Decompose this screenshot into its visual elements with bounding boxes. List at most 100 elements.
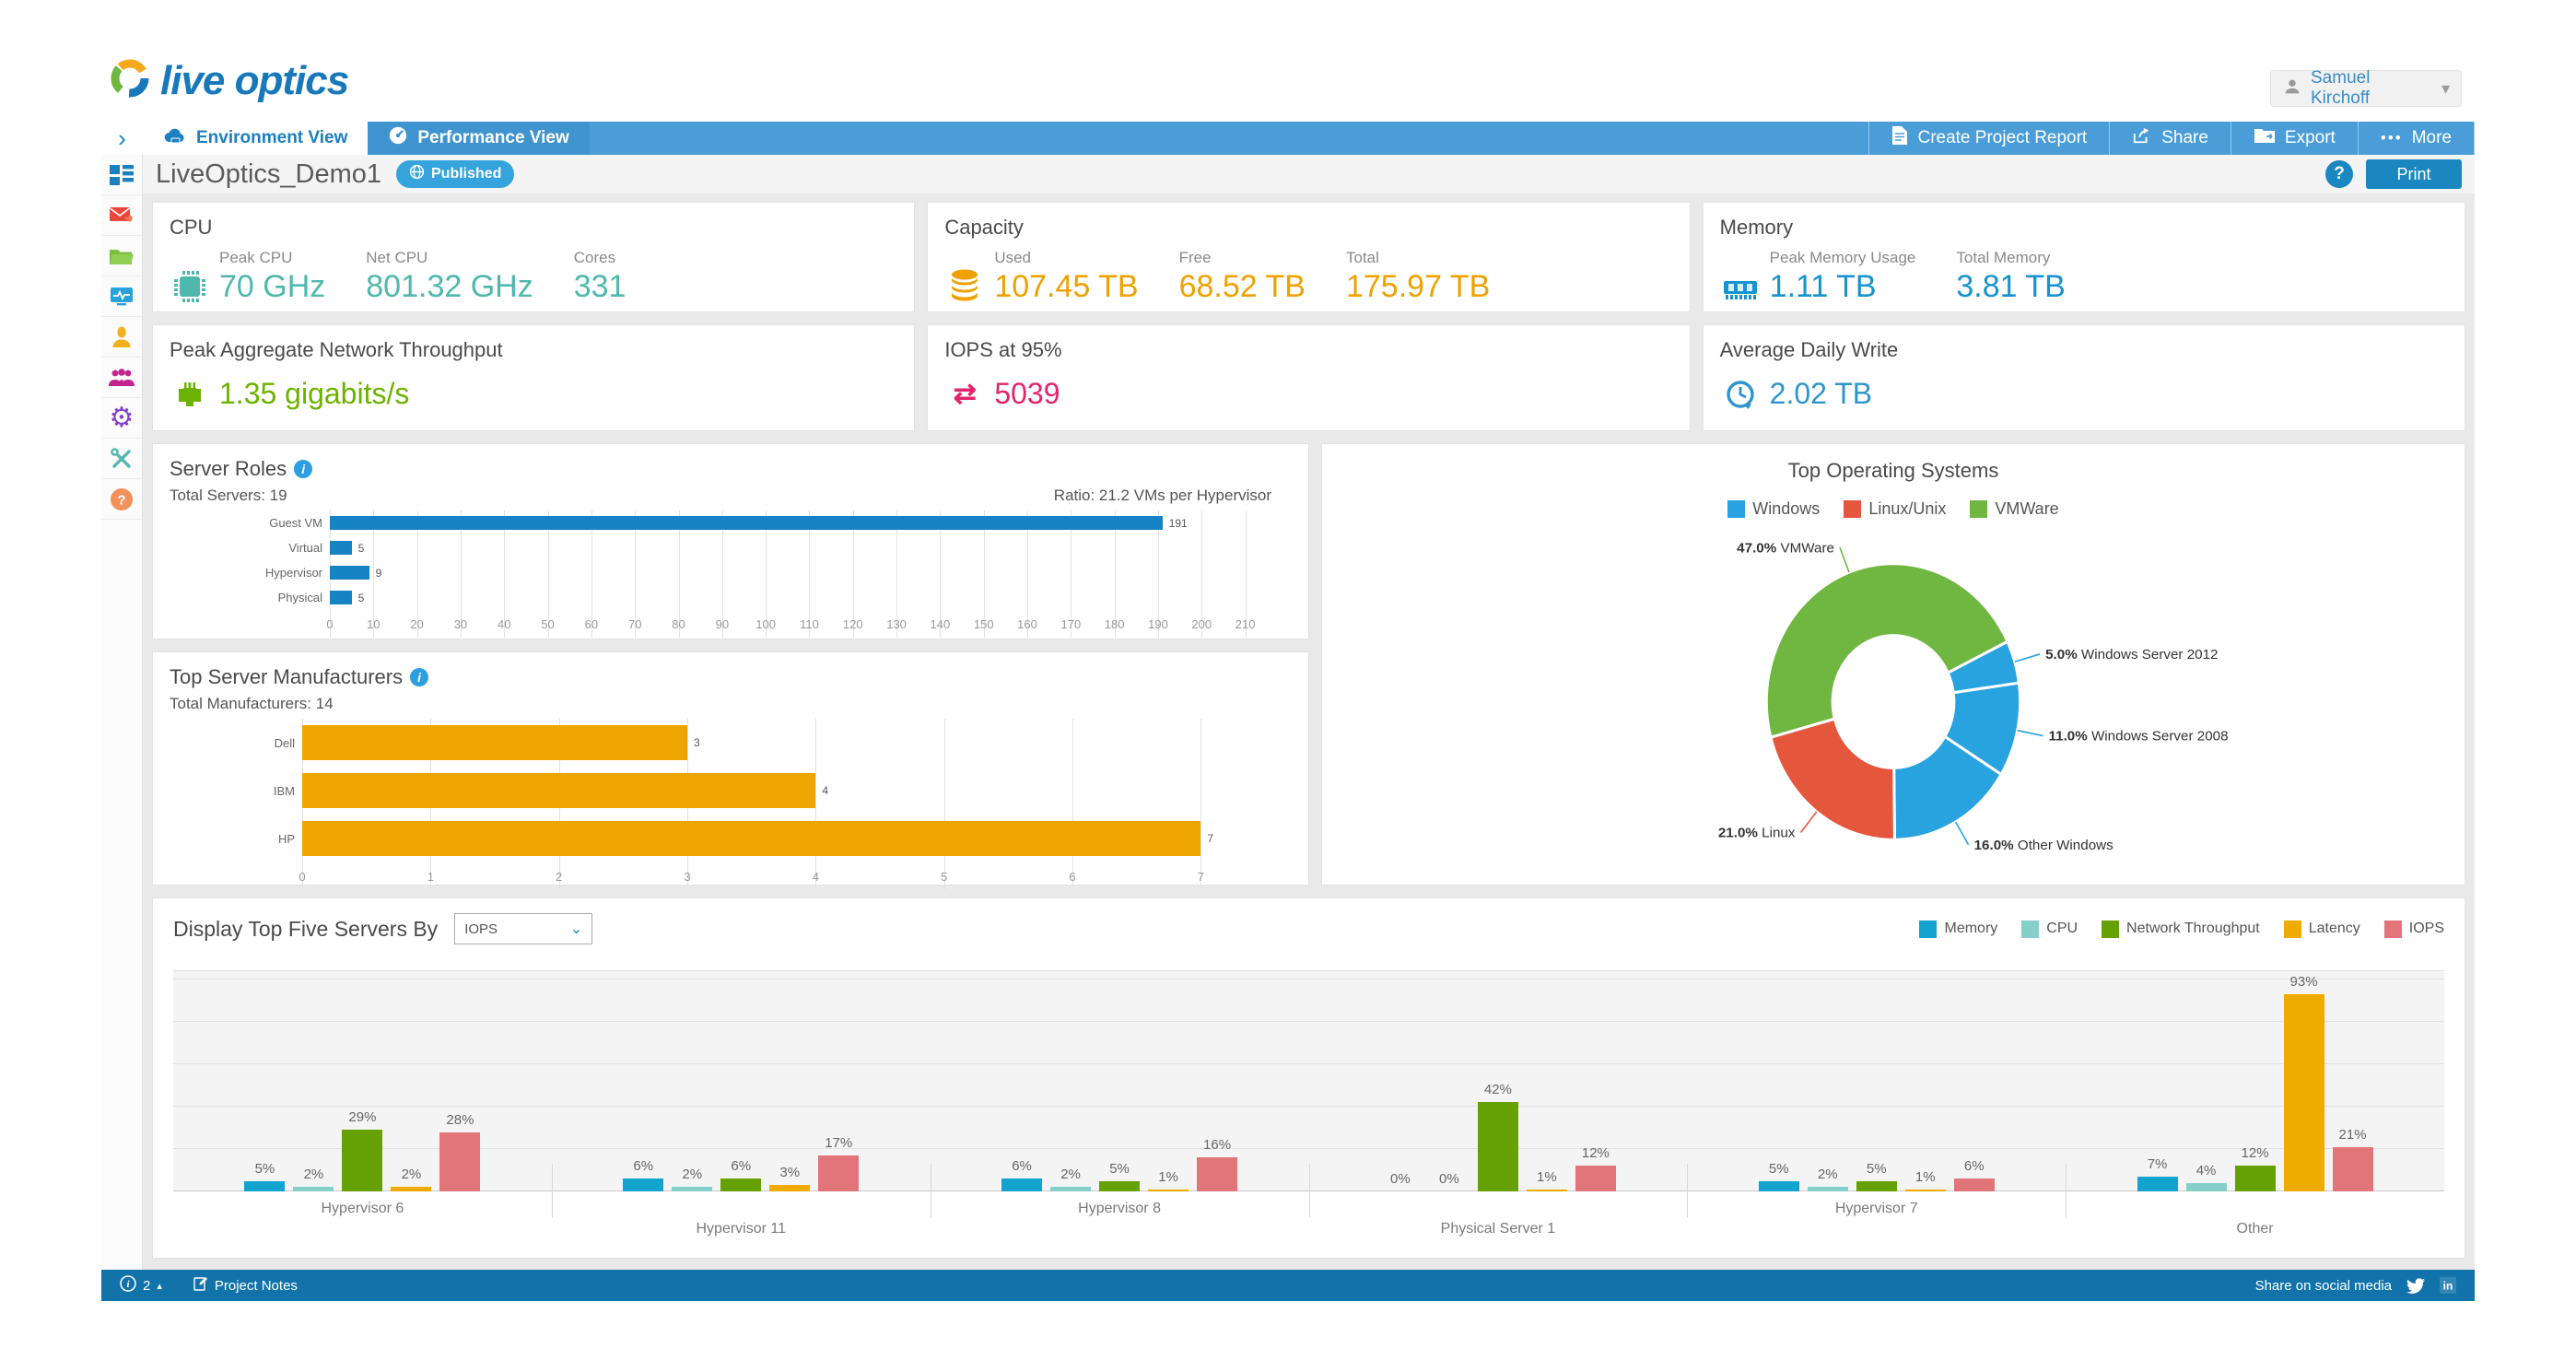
print-button[interactable]: Print <box>2366 159 2462 189</box>
x-axis-tick: 5 <box>941 870 948 884</box>
project-notes-label: Project Notes <box>214 1277 298 1294</box>
sidebar-item-team[interactable] <box>101 358 142 398</box>
linkedin-icon[interactable]: in <box>2440 1277 2456 1294</box>
x-axis-tick: 0 <box>299 870 306 884</box>
sidebar-item-monitoring[interactable] <box>101 276 142 317</box>
legend-swatch <box>1919 920 1938 938</box>
sidebar-item-help[interactable]: ? <box>101 479 142 520</box>
donut-slice-label: 16.0% Other Windows <box>1974 838 2114 853</box>
ellipsis-icon: ••• <box>2380 129 2403 147</box>
legend-item-linux-unix[interactable]: Linux/Unix <box>1844 499 1946 519</box>
legend-swatch <box>1844 500 1862 518</box>
x-axis-tick: 110 <box>800 617 819 631</box>
bar-latency <box>1904 1189 1946 1191</box>
cpu-chip-icon <box>170 268 210 305</box>
bar-value-label: 191 <box>1168 516 1188 530</box>
sidebar-expand-button[interactable]: › <box>101 122 143 155</box>
bar-hp <box>302 821 1201 856</box>
more-button[interactable]: ••• More <box>2357 122 2475 155</box>
chart-title: Server Roles i <box>153 444 1308 481</box>
swap-arrows-icon: ⇄ <box>953 378 977 409</box>
bar-iops <box>439 1132 481 1191</box>
donut-callout-line <box>1954 821 1970 846</box>
bar-value-label: 9 <box>375 566 382 580</box>
bar-value-label: 4 <box>822 784 829 797</box>
legend-label: CPU <box>2046 921 2078 936</box>
chart-title: Top Server Manufacturers i <box>153 652 1308 689</box>
total-servers-label: Total Servers: 19 <box>170 487 287 504</box>
metric-value: 107.45 TB <box>994 269 1139 304</box>
create-project-report-button[interactable]: Create Project Report <box>1868 122 2109 155</box>
bar-value-label: 3 <box>694 736 700 749</box>
bar-network-throughput <box>2234 1166 2276 1191</box>
bar-latency <box>1148 1189 1189 1191</box>
chevron-down-icon: ⌄ <box>569 921 583 937</box>
donut-slice-label: 21.0% Linux <box>1718 826 1796 841</box>
sidebar-item-dashboard[interactable] <box>101 155 142 195</box>
legend-item-vmware[interactable]: VMWare <box>1970 499 2059 519</box>
bar-ibm <box>302 773 816 808</box>
legend-item-windows[interactable]: Windows <box>1727 499 1820 519</box>
tab-label: Performance View <box>417 128 569 147</box>
share-button[interactable]: Share <box>2109 122 2231 155</box>
bar-value-label: 5% <box>1109 1160 1130 1177</box>
sidebar-item-projects[interactable] <box>101 236 142 276</box>
legend-swatch <box>2021 920 2040 938</box>
globe-icon <box>409 164 425 184</box>
info-icon[interactable]: i <box>294 460 313 478</box>
legend-item-network-throughput[interactable]: Network Throughput <box>2102 920 2260 938</box>
donut-slice-label: 5.0% Windows Server 2012 <box>2045 647 2218 663</box>
user-icon <box>111 326 132 348</box>
metric-value: 68.52 TB <box>1178 269 1306 304</box>
bar-value-label: 93% <box>2289 974 2318 991</box>
sidebar-item-tools[interactable] <box>101 439 142 479</box>
export-button[interactable]: Export <box>2230 122 2358 155</box>
legend-item-cpu[interactable]: CPU <box>2021 920 2078 938</box>
legend-swatch <box>1970 500 1988 518</box>
top5-metric-dropdown[interactable]: IOPS ⌄ <box>454 913 593 944</box>
bar-category-label: Hypervisor <box>264 566 322 580</box>
memory-card: Memory Peak Memory Usage 1.11 TB Total Me… <box>1702 202 2465 312</box>
twitter-icon[interactable] <box>2406 1277 2425 1294</box>
icon-sidebar: ⚙ ? <box>101 155 143 1270</box>
os-donut-chart: 47.0% VMWare 5.0% Windows Server 2012 11.0… <box>1322 519 2465 885</box>
legend-item-latency[interactable]: Latency <box>2283 920 2360 938</box>
bar-value-label: 29% <box>348 1109 377 1126</box>
bar-value-label: 2% <box>1817 1167 1838 1183</box>
bar-category-label: Virtual <box>288 541 322 555</box>
group-category-label: Hypervisor 7 <box>1834 1201 1918 1216</box>
bar-network-throughput <box>342 1130 383 1191</box>
bar-memory <box>2137 1176 2178 1191</box>
x-axis-tick: 3 <box>684 870 691 884</box>
dashboard-content: CPU Peak CPU 70 GHz Net CPU 801.32 GHz Cor… <box>143 193 2475 1270</box>
notes-count-toggle[interactable]: i 2 ▴ <box>120 1275 162 1296</box>
legend-item-memory[interactable]: Memory <box>1919 920 1997 938</box>
bar-value-label: 6% <box>633 1158 654 1175</box>
tab-environment-view[interactable]: Environment View <box>143 122 369 155</box>
sidebar-item-user[interactable] <box>101 317 142 358</box>
x-axis-tick: 30 <box>453 617 468 631</box>
nav-btn-label: Export <box>2284 128 2336 147</box>
donut-slice-label: 47.0% VMWare <box>1737 540 1834 556</box>
help-icon[interactable]: ? <box>2325 160 2353 188</box>
tab-performance-view[interactable]: Performance View <box>368 122 590 155</box>
user-menu[interactable]: Samuel Kirchoff ▾ <box>2270 68 2462 108</box>
chart-title-text: Top Operating Systems <box>1787 459 1999 482</box>
sidebar-item-mail[interactable] <box>101 195 142 236</box>
x-axis-tick: 6 <box>1069 870 1076 884</box>
sidebar-item-settings[interactable]: ⚙ <box>101 398 142 439</box>
x-axis-tick: 200 <box>1191 617 1212 631</box>
top5-control-label: Display Top Five Servers By <box>173 916 439 941</box>
bar-value-label: 6% <box>1012 1158 1032 1175</box>
legend-item-iops[interactable]: IOPS <box>2383 920 2444 938</box>
x-axis-tick: 210 <box>1235 617 1256 631</box>
project-notes-button[interactable]: Project Notes <box>193 1276 298 1295</box>
bar-network-throughput <box>1856 1180 1897 1191</box>
bar-category-label: HP <box>277 831 295 846</box>
bar-category-label: IBM <box>273 783 295 798</box>
bar-category-label: Dell <box>274 735 295 750</box>
app-header: live optics Samuel Kirchoff ▾ <box>0 0 2576 122</box>
share-icon <box>2132 126 2152 150</box>
cloud-icon <box>163 126 187 150</box>
info-icon[interactable]: i <box>410 668 429 686</box>
